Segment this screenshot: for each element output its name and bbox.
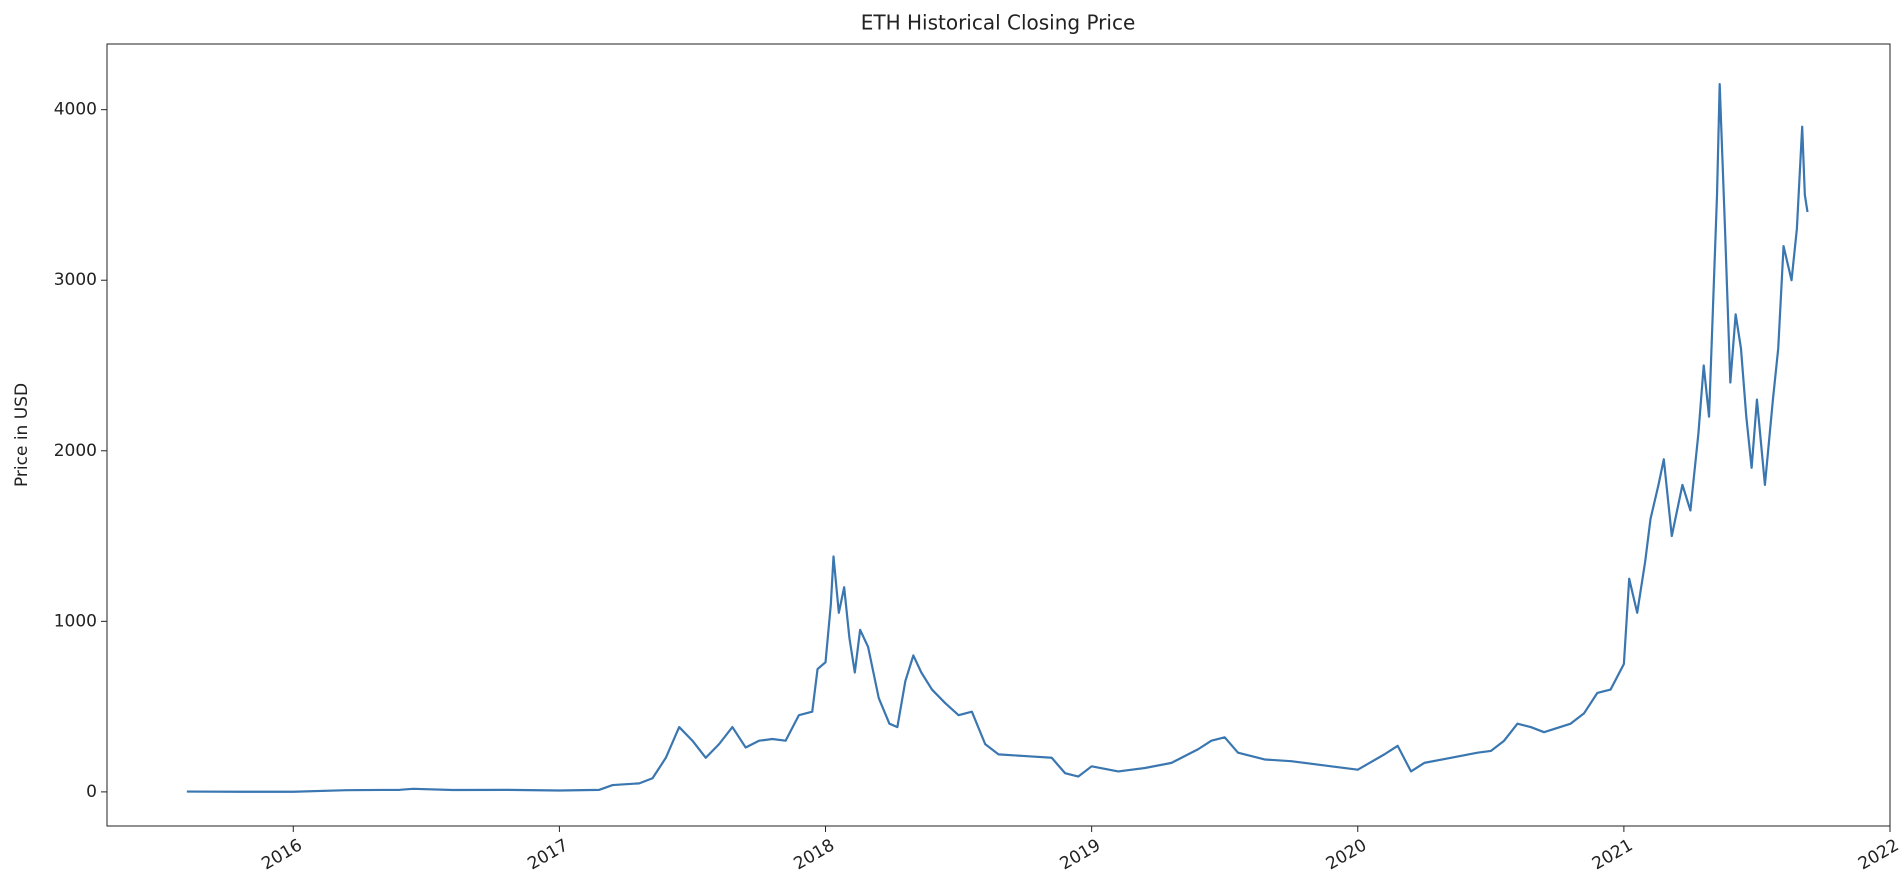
x-tick-label: 2020 xyxy=(1323,835,1370,874)
plot-frame xyxy=(106,43,1891,827)
x-tick-label: 2016 xyxy=(258,835,305,874)
x-tick-label: 2022 xyxy=(1855,835,1902,874)
x-tick-label: 2019 xyxy=(1057,835,1104,874)
y-tick-label: 4000 xyxy=(54,100,97,120)
y-tick-label: 1000 xyxy=(54,611,97,631)
y-tick-label: 2000 xyxy=(54,441,97,461)
y-axis-label: Price in USD xyxy=(12,383,32,487)
x-tick-label: 2021 xyxy=(1589,835,1636,874)
chart-title: ETH Historical Closing Price xyxy=(861,11,1136,35)
x-tick-label: 2017 xyxy=(524,835,571,874)
y-tick-label: 3000 xyxy=(54,270,97,290)
price-line xyxy=(186,82,1809,793)
y-tick-label: 0 xyxy=(86,782,97,802)
x-tick-label: 2018 xyxy=(791,835,838,874)
